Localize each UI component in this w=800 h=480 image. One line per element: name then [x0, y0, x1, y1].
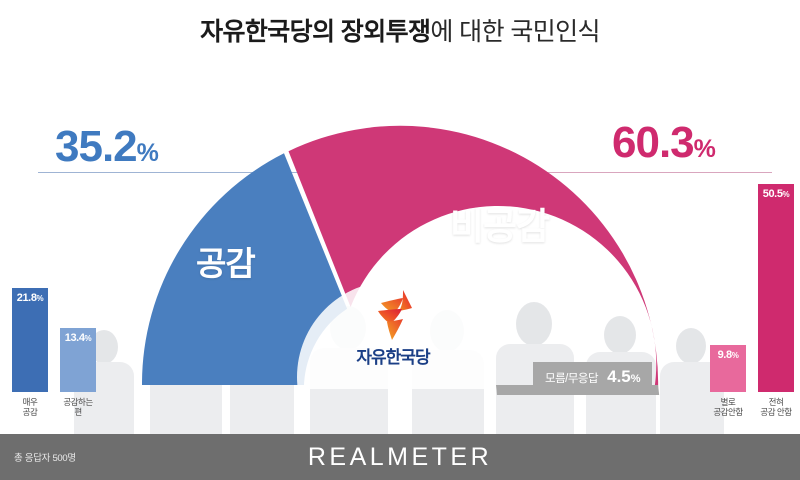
agree-bars: 21.8% 13.4% [6, 182, 102, 392]
headline-percent-disagree-symbol: % [693, 135, 716, 163]
bar-caption: 전혀 공감 안함 [760, 396, 792, 418]
baseline-rule-left [38, 172, 360, 173]
realmeter-wordmark: REALMETER [307, 442, 493, 471]
agree-breakdown-barchart: 21.8% 13.4% 매우 공감 공감하는 편 [6, 182, 102, 418]
bar-col: 13.4% [60, 327, 96, 392]
slice-agree [141, 153, 348, 385]
bar-col: 50.5% [758, 183, 794, 392]
slice-label-agree: 공감 [196, 245, 256, 282]
flame-icon [378, 290, 412, 340]
page-title: 자유한국당의 장외투쟁에 대한 국민인식 [0, 12, 800, 48]
agree-bar-labels: 매우 공감 공감하는 편 [6, 397, 102, 418]
slice-label-disagree: 비공감 [450, 206, 550, 247]
party-logo-medallion: 자유한국당 [297, 281, 489, 389]
bar-caption: 별로 공감안함 [713, 396, 743, 418]
disagree-bar-labels: 별로 공감안함 전혀 공감 안함 [706, 397, 798, 418]
bar: 13.4% [60, 327, 96, 392]
bar-value: 50.5% [762, 187, 790, 200]
headline-percent-disagree: 60.3% [612, 118, 716, 168]
sample-size-note: 총 응답자 500명 [14, 453, 76, 464]
bar-value: 9.8% [717, 348, 739, 361]
bar-col: 21.8% [12, 287, 48, 392]
unknown-callout-value: 4.5% [607, 367, 641, 386]
party-name-label: 자유한국당 [356, 348, 430, 367]
headline-percent-agree: 35.2% [55, 122, 159, 172]
bar: 21.8% [12, 287, 48, 392]
slice-disagree [288, 125, 659, 395]
headline-percent-agree-symbol: % [136, 139, 159, 167]
bar-col: 9.8% [710, 344, 746, 392]
page-title-bold: 자유한국당의 장외투쟁 [200, 18, 431, 46]
unknown-callout: 모름/무응답 4.5% [533, 362, 652, 393]
disagree-breakdown-barchart: 9.8% 50.5% 별로 공감안함 전혀 공감 안함 [706, 182, 798, 418]
bar-value: 13.4% [64, 331, 92, 344]
footer-bar: 총 응답자 500명 REALMETER [0, 434, 800, 480]
headline-percent-disagree-value: 60.3 [612, 118, 695, 167]
bar-caption: 매우 공감 [22, 396, 38, 418]
bar-value: 21.8% [16, 291, 44, 304]
headline-percent-agree-value: 35.2 [55, 122, 138, 171]
disagree-bars: 9.8% 50.5% [706, 182, 798, 392]
unknown-callout-label: 모름/무응답 [545, 373, 599, 385]
bar: 9.8% [710, 344, 746, 392]
page-title-rest: 에 대한 국민인식 [430, 18, 600, 46]
bar-caption: 공감하는 편 [63, 396, 93, 418]
bar: 50.5% [758, 183, 794, 392]
baseline-rule-right [440, 172, 772, 173]
